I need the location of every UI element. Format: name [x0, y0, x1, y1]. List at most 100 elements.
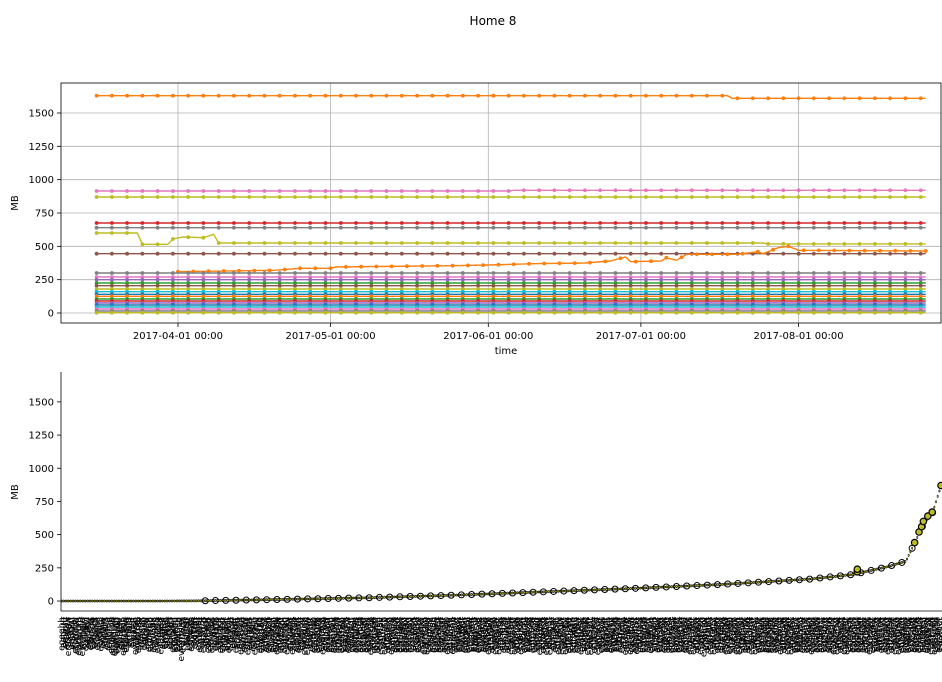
bottom-x-tick-label: etsgvfw — [773, 617, 783, 652]
box-body — [330, 597, 333, 600]
top-data-point — [277, 281, 282, 285]
top-data-point — [583, 289, 587, 294]
bottom-x-tick-label: eqfsgt — [180, 617, 190, 646]
box-body — [153, 600, 155, 603]
top-data-point — [155, 251, 160, 256]
box-291 — [557, 589, 560, 593]
box-body — [783, 579, 785, 582]
box-body — [892, 564, 895, 567]
top-data-point — [155, 287, 160, 291]
top-data-point — [873, 221, 877, 225]
top-data-point — [827, 310, 831, 315]
top-series-16 — [94, 294, 926, 299]
top-data-point — [460, 251, 465, 256]
top-data-point — [583, 271, 587, 275]
bottom-x-tick-label: ewsqrgt — [740, 617, 750, 654]
bottom-x-tick-label: eqtgbsv — [862, 616, 872, 653]
box-body — [404, 595, 406, 598]
box-body — [335, 597, 338, 600]
box-32 — [115, 599, 118, 603]
top-data-point — [369, 241, 374, 245]
box-body — [704, 584, 707, 587]
bottom-x-tick-label: ewrtsfs — [117, 617, 127, 650]
bottom-x-tick-label: ewnrtsg — [153, 617, 163, 653]
top-data-point — [399, 287, 404, 291]
top-data-point — [857, 251, 862, 256]
top-data-point — [247, 93, 252, 98]
top-data-point — [613, 271, 618, 275]
box-164 — [340, 596, 343, 600]
box-267 — [516, 591, 519, 595]
bottom-x-tick-label: eqtgvsb — [513, 617, 523, 654]
box-body — [83, 600, 85, 603]
top-data-point — [430, 93, 435, 98]
box-body — [340, 597, 343, 600]
top-data-point — [720, 93, 725, 98]
bottom-x-tick-label: eqtbvsf — [918, 616, 928, 651]
bottom-x-tick-label: ebwtlbnf — [110, 616, 120, 656]
box-75 — [189, 599, 191, 603]
box-65 — [171, 599, 174, 603]
top-data-point — [125, 231, 129, 235]
box-359 — [673, 585, 676, 589]
top-data-point — [903, 195, 908, 199]
box-374 — [699, 583, 702, 587]
bottom-x-tick-label: eqtbfsw — [636, 617, 646, 653]
top-data-point — [598, 221, 603, 225]
bottom-x-tick-label: ewsftgv — [612, 616, 622, 652]
box-201 — [404, 595, 406, 599]
box-body — [515, 591, 517, 594]
top-data-point — [354, 277, 358, 282]
box-body — [149, 600, 152, 603]
top-data-point — [506, 93, 511, 98]
box-body — [165, 599, 167, 602]
box-body — [202, 599, 205, 602]
bottom-x-tick-label: eqtrsbq — [677, 617, 687, 652]
bottom-x-tick-label: etqsgrf — [191, 616, 201, 649]
top-data-point — [644, 294, 648, 299]
box-body — [421, 595, 424, 598]
bottom-x-tick-label: eqtbqsg — [590, 617, 600, 654]
box-body — [267, 598, 270, 601]
top-data-point — [293, 251, 297, 256]
top-data-point — [705, 275, 709, 279]
box-body — [894, 563, 896, 566]
bottom-x-tick-label: eqdtjsg — [139, 617, 149, 650]
box-87 — [209, 599, 212, 603]
bottom-x-tick-label: eqtvgsw — [626, 617, 636, 655]
box-body — [612, 588, 615, 591]
top-data-point — [277, 271, 282, 275]
box-243 — [475, 592, 478, 596]
top-data-point — [766, 221, 770, 225]
bottom-x-tick-label: etsbfrw — [486, 617, 496, 651]
top-data-point — [262, 310, 267, 315]
top-data-point — [399, 195, 404, 199]
bottom-x-tick-label: evtqgsr — [322, 617, 332, 652]
box-92 — [218, 599, 220, 603]
box-407 — [755, 580, 758, 584]
bottom-x-tick-label: eqtswgv — [554, 616, 564, 655]
top-data-point — [354, 275, 358, 279]
top-data-point — [659, 294, 664, 299]
bottom-x-tick-label: eqtgfsr — [575, 617, 585, 649]
bottom-x-tick-label: ewsgvft — [479, 617, 489, 653]
box-body — [509, 592, 512, 595]
top-data-point — [628, 251, 633, 256]
top-data-point — [506, 289, 511, 294]
box-body — [489, 592, 492, 595]
top-data-point — [857, 271, 862, 275]
box-379 — [708, 583, 710, 587]
box-body — [253, 598, 256, 601]
box-295 — [564, 589, 567, 593]
top-data-point — [628, 241, 633, 245]
top-data-point — [171, 310, 175, 315]
bottom-x-tick-label: etrswbq — [460, 617, 470, 653]
top-data-point — [588, 260, 592, 265]
top-data-point — [262, 287, 267, 291]
box-body — [873, 568, 876, 571]
box-body — [796, 578, 799, 581]
bottom-x-tick-label: ewthsy — [85, 616, 95, 649]
box-284 — [545, 590, 548, 594]
top-data-point — [567, 275, 572, 279]
